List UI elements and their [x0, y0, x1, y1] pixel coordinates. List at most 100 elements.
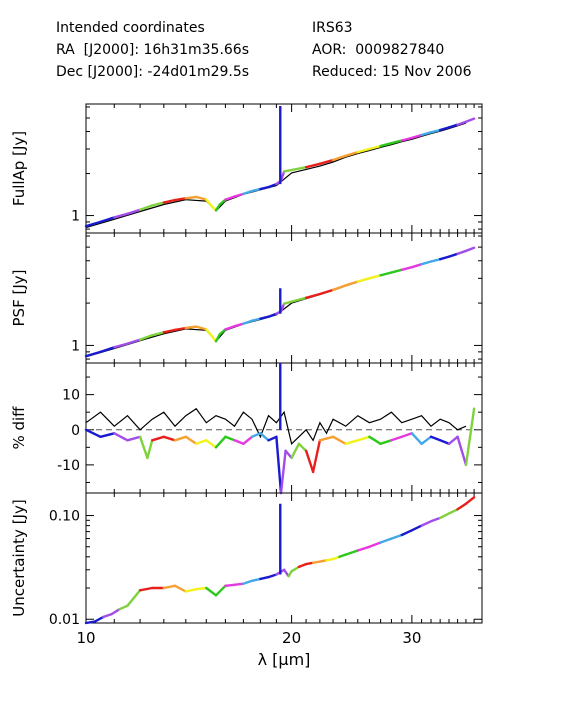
fullap-spectrum-segment [242, 189, 254, 196]
uncertainty-spectrum-segment [138, 586, 154, 592]
psf-spectrum-segment [250, 317, 262, 322]
fullap-spectrum-segment [290, 165, 308, 172]
diff-spectrum-segment [290, 442, 301, 460]
fullap-spectrum-segment [267, 182, 278, 189]
psf-spectrum-segment [242, 319, 254, 325]
diff-spectrum-segment [250, 432, 262, 438]
fullap-spectrum-segment [410, 133, 423, 140]
uncertainty-spectrum-segment [242, 579, 254, 585]
uncertainty-spectrum-segment [456, 502, 468, 511]
psf-spectrum-segment [233, 322, 245, 328]
psf-spectrum-segment [390, 268, 403, 274]
uncertainty-spectrum-segment [194, 586, 208, 591]
diff-spectrum-segment [126, 435, 142, 442]
uncertainty-y-tick-label: 0.10 [49, 509, 80, 525]
psf-spectrum-segment [194, 325, 208, 331]
diff-spectrum-segment [173, 435, 188, 442]
psf-spectrum-segment [84, 350, 102, 358]
uncertainty-spectrum-segment [439, 512, 451, 520]
uncertainty-spectrum-segment [259, 575, 270, 581]
fullap-spectrum-segment [318, 158, 335, 166]
fullap-spectrum-segment [138, 204, 154, 212]
uncertainty-spectrum-segment [429, 516, 442, 523]
fullap-spectrum-segment [344, 150, 359, 158]
psf-spectrum-segment [113, 342, 129, 349]
uncertainty-spectrum-segment [233, 582, 245, 586]
x-tick-label: 20 [282, 629, 301, 647]
psf-spectrum-segment [282, 300, 293, 305]
diff-y-tick-label: 0 [71, 423, 80, 439]
psf-spectrum-segment [344, 280, 359, 287]
diff-y-tick-label: -10 [57, 458, 80, 474]
diff-spectrum-segment [311, 439, 322, 474]
psf-spectrum-segment [331, 284, 347, 292]
header-reduced: Reduced: 15 Nov 2006 [312, 64, 472, 80]
diff-spectrum-segment [233, 439, 245, 445]
uncertainty-spectrum-segment [344, 549, 359, 556]
diff-spectrum-segment [368, 435, 382, 445]
diff-spectrum-segment [242, 435, 254, 445]
psf-spectrum-segment [184, 325, 198, 330]
diff-spectrum-segment [284, 449, 293, 460]
fullap-spectrum-segment [162, 198, 177, 204]
psf-spectrum-segment [420, 260, 433, 266]
fullap-spectrum-segment [390, 139, 403, 145]
psf-spectrum-segment [368, 274, 382, 280]
header-dec: Dec [J2000]: -24d01m29.5s [56, 64, 250, 80]
uncertainty-spectrum-segment [464, 496, 476, 505]
psf-spectrum-segment [356, 277, 371, 283]
diff-spectrum-segment [410, 432, 423, 445]
diff-spectrum-segment [205, 439, 218, 449]
fullap-spectrum-segment [439, 126, 451, 132]
uncertainty-panel-frame [85, 492, 483, 624]
diff-spectrum-segment [99, 432, 116, 438]
diff-spectrum-segment [162, 435, 177, 442]
uncertainty-spectrum-segment [93, 615, 105, 623]
psf-y-tick-label: 1 [71, 338, 80, 354]
psf-spectrum-segment [214, 333, 222, 343]
diff-y-axis-label: % diff [10, 406, 28, 450]
fullap-spectrum-segment [368, 144, 382, 151]
diff-spectrum-segment [420, 435, 433, 445]
psf-spectrum-segment [290, 296, 308, 303]
psf-spectrum-segment [279, 302, 286, 313]
fullap-spectrum-segment [456, 120, 468, 126]
fullap-spectrum-segment [429, 128, 442, 134]
psf-spectrum-segment [267, 312, 278, 318]
uncertainty-spectrum-segment [162, 584, 177, 590]
fullap-spectrum-segment [304, 162, 322, 169]
fullap-spectrum-segment [400, 136, 414, 142]
uncertainty-spectrum-segment [297, 562, 308, 569]
fullap-spectrum-segment [126, 208, 142, 216]
psf-y-axis-label: PSF [Jy] [10, 270, 28, 327]
diff-y-tick-label: 10 [62, 388, 80, 404]
fullap-panel-frame [85, 103, 483, 234]
diff-spectrum-segment [267, 435, 278, 442]
uncertainty-spectrum-segment [214, 584, 227, 597]
header-object: IRS63 [312, 20, 353, 36]
fullap-spectrum-segment [420, 131, 433, 137]
uncertainty-spectrum-segment [356, 545, 371, 552]
x-tick-label: 30 [402, 629, 421, 647]
psf-spectrum-segment [224, 325, 236, 331]
diff-spectrum-segment [184, 435, 198, 445]
psf-spectrum-segment [318, 288, 335, 296]
diff-spectrum-segment [318, 435, 335, 442]
fullap-spectrum-segment [233, 192, 245, 198]
uncertainty-spectrum-segment [447, 508, 459, 515]
header-ra: RA [J2000]: 16h31m35.66s [56, 42, 249, 58]
psf-spectrum-segment [150, 331, 166, 337]
diff-spectrum-segment [259, 432, 270, 442]
psf-panel-frame [85, 232, 483, 364]
header-coords-title: Intended coordinates [56, 20, 205, 36]
psf-spectrum-segment [439, 255, 451, 261]
uncertainty-spectrum-segment [118, 604, 129, 611]
diff-spectrum-segment [439, 439, 451, 445]
fullap-spectrum-segment [218, 198, 227, 206]
diff-comparison-line [85, 407, 467, 445]
fullap-spectrum-segment [194, 195, 208, 201]
uncertainty-spectrum-segment [290, 565, 301, 573]
diff-spectrum-segment [429, 435, 442, 442]
uncertainty-spectrum-segment [110, 608, 121, 616]
